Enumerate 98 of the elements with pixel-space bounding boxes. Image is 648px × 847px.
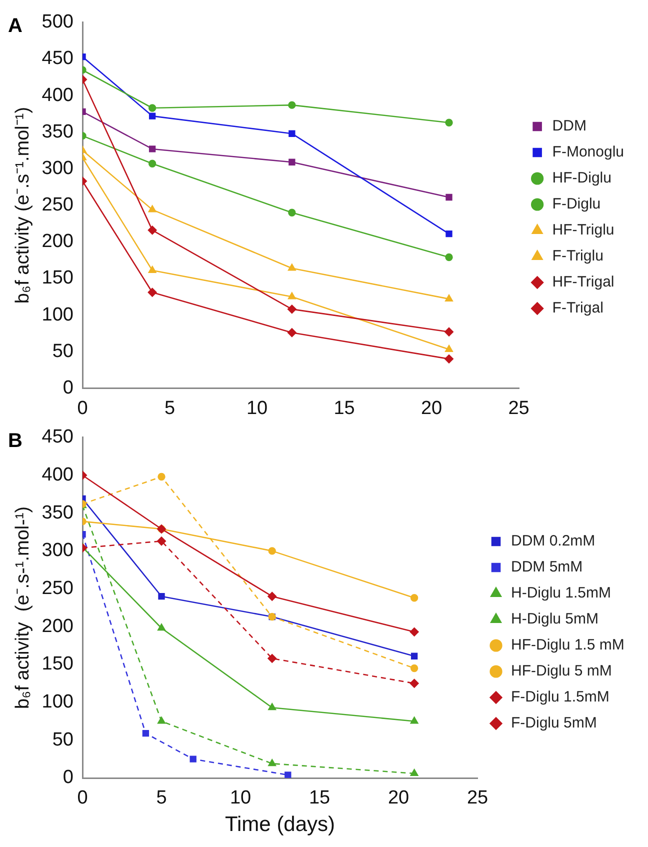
y-tick-label: 400 <box>42 464 74 486</box>
legend-label: F-Diglu 5mM <box>511 714 597 732</box>
y-tick-label: 0 <box>62 377 74 398</box>
x-tick-label: 0 <box>77 398 88 419</box>
y-tick-label: 150 <box>42 268 74 289</box>
point <box>148 104 156 112</box>
point <box>444 354 454 364</box>
x-tick-label: 5 <box>156 788 167 809</box>
point <box>410 594 418 602</box>
y-tick-label: 450 <box>42 426 74 448</box>
point <box>268 547 276 555</box>
legend-label: H-Diglu 5mM <box>511 610 599 628</box>
y-axis-title: b₆f activity (e⁻.s⁻¹.mol⁻¹) <box>12 106 34 304</box>
point <box>287 328 296 338</box>
point <box>410 664 418 672</box>
x-tick-label: 25 <box>508 398 530 419</box>
legend-label: DDM 5mM <box>511 558 583 576</box>
x-tick-label: 10 <box>246 398 268 419</box>
point <box>410 627 419 636</box>
point <box>288 158 296 166</box>
point <box>148 288 157 297</box>
y-tick-label: 300 <box>42 540 74 562</box>
legend-label: F-Trigal <box>552 300 604 317</box>
point <box>268 592 277 601</box>
point <box>445 294 453 302</box>
legend-label: DDM 0.2mM <box>511 532 596 550</box>
point <box>288 130 296 137</box>
point <box>410 652 418 660</box>
point <box>410 769 418 776</box>
point <box>445 253 453 262</box>
y-tick-label: 100 <box>42 692 74 713</box>
y-tick-label: 450 <box>42 48 74 70</box>
point <box>148 266 156 273</box>
point <box>410 716 418 724</box>
legend-label: H-Diglu 1.5mM <box>511 584 612 602</box>
point <box>142 730 150 737</box>
point <box>284 772 292 778</box>
point <box>445 344 453 352</box>
point <box>157 536 166 546</box>
y-tick-label: 350 <box>42 502 74 524</box>
point <box>190 756 196 762</box>
chart-title: A <box>8 14 22 37</box>
y-tick-label: 50 <box>52 729 74 750</box>
y-tick-label: 250 <box>42 194 74 216</box>
legend-label: HF-Diglu 1.5 mM <box>511 636 624 654</box>
y-tick-label: 200 <box>42 616 74 637</box>
point <box>158 472 166 481</box>
point <box>445 118 453 126</box>
point <box>444 327 454 336</box>
legend-label: DDM <box>552 118 586 135</box>
point <box>288 208 296 216</box>
point <box>158 593 165 600</box>
x-tick-label: 15 <box>334 398 355 419</box>
x-tick-label: 25 <box>466 788 488 809</box>
y-tick-label: 0 <box>62 767 74 788</box>
x-tick-label: 20 <box>388 788 410 809</box>
y-tick-label: 300 <box>42 158 74 179</box>
legend-label: F-Monoglu <box>552 144 624 161</box>
point <box>158 624 166 631</box>
point <box>148 112 156 120</box>
point <box>446 194 452 201</box>
x-axis-title: Time (days) <box>224 813 336 836</box>
legend-label: HF-Trigal <box>552 274 614 291</box>
y-axis-title: b₆f activity (e⁻.s-¹.mol-¹) <box>12 506 34 710</box>
legend-label: HF-Triglu <box>552 222 614 239</box>
y-tick-label: 150 <box>42 654 74 675</box>
legend-label: F-Triglu <box>552 248 604 265</box>
point <box>268 654 277 663</box>
x-tick-label: 10 <box>230 788 252 809</box>
y-tick-label: 100 <box>42 304 74 326</box>
point <box>148 146 156 152</box>
point <box>410 678 419 688</box>
x-tick-label: 15 <box>308 788 330 809</box>
point <box>288 264 296 271</box>
y-tick-label: 50 <box>52 340 74 362</box>
x-tick-label: 0 <box>77 788 88 809</box>
y-tick-label: 400 <box>42 84 74 106</box>
x-tick-label: 20 <box>420 398 442 419</box>
point <box>148 226 157 235</box>
y-tick-label: 500 <box>42 12 74 33</box>
legend-label: F-Diglu 1.5mM <box>511 688 610 706</box>
point <box>268 759 276 766</box>
chart-title: B <box>8 430 22 452</box>
y-tick-label: 350 <box>42 121 74 142</box>
legend-label: HF-Diglu <box>552 170 612 187</box>
y-tick-label: 250 <box>42 578 74 600</box>
y-tick-label: 200 <box>42 231 74 252</box>
point <box>268 703 276 710</box>
point <box>288 101 296 109</box>
point <box>148 160 156 168</box>
x-tick-label: 5 <box>164 398 176 419</box>
point <box>158 716 166 724</box>
point <box>288 292 296 300</box>
point <box>446 230 452 238</box>
point <box>148 205 156 212</box>
legend-label: F-Diglu <box>552 196 601 213</box>
legend-label: HF-Diglu 5 mM <box>511 662 612 680</box>
point <box>287 304 296 314</box>
